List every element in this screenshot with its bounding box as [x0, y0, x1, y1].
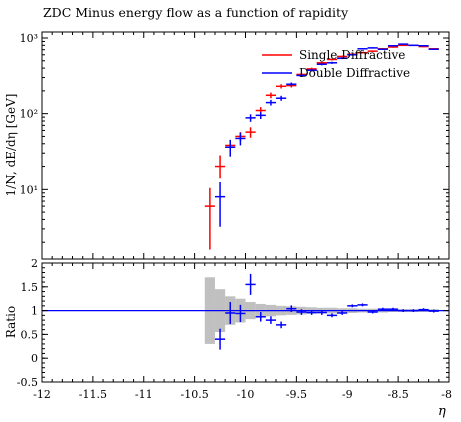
main-y-tick-label: 10¹: [20, 183, 38, 196]
legend-label-single-diffractive: Single Diffractive: [299, 48, 405, 62]
x-tick-label: -12: [33, 388, 51, 401]
x-axis-label: η: [438, 404, 446, 419]
x-tick-label: -10: [237, 388, 255, 401]
main-y-axis-label: 1/N, dE/dη [GeV]: [4, 94, 18, 197]
ratio-plot: -0.5 0 0.5 1 1.5 2 -12 -11.5 -11 -10.5 -10 -9.5 -9 -8…: [17, 257, 452, 401]
ratio-y-tick-label: 1.5: [21, 281, 39, 294]
x-tick-label: -11: [135, 388, 153, 401]
x-tick-label: -8: [441, 388, 452, 401]
chart-title: ZDC Minus energy flow as a function of r…: [43, 5, 349, 20]
ratio-y-axis-label: Ratio: [4, 306, 18, 338]
ratio-y-tick-label: 0: [31, 352, 38, 365]
x-tick-label: -8.5: [388, 388, 409, 401]
main-plot: 10¹ 10² 10³: [20, 32, 450, 259]
ratio-y-tick-label: 1: [31, 305, 38, 318]
x-tick-label: -9.5: [286, 388, 307, 401]
legend-label-double-diffractive: Double Diffractive: [299, 66, 410, 80]
legend: Single Diffractive Double Diffractive: [262, 48, 410, 80]
x-tick-label: -9: [342, 388, 353, 401]
ratio-y-tick-label: -0.5: [17, 376, 38, 389]
main-y-tick-label: 10³: [20, 32, 38, 45]
ratio-y-tick-label: 0.5: [21, 328, 39, 341]
x-tick-label: -10.5: [181, 388, 209, 401]
x-tick-label: -11.5: [79, 388, 107, 401]
ratio-y-tick-label: 2: [31, 257, 38, 270]
main-y-tick-label: 10²: [20, 108, 38, 121]
